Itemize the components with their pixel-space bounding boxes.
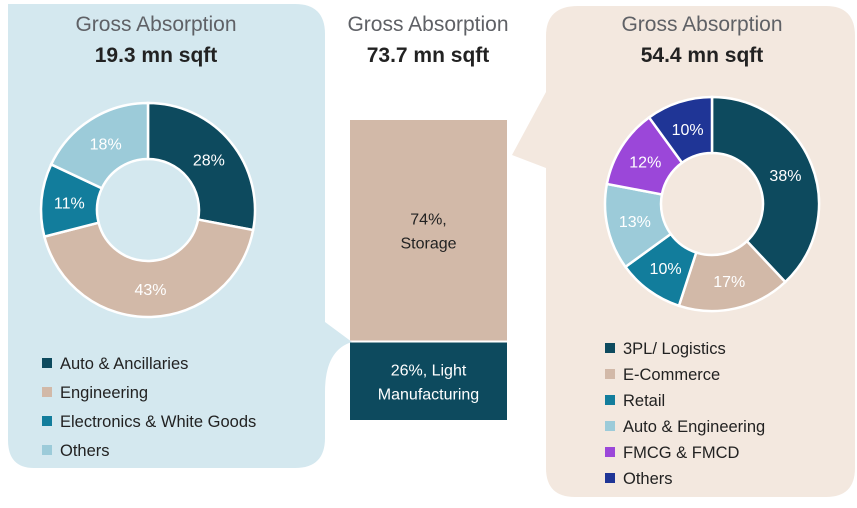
data-label-fmcg-fmcd: 12% (629, 155, 661, 172)
data-label-e-commerce: 17% (713, 274, 745, 291)
legend-swatch-others (605, 473, 615, 483)
left-donut-chart: 28% 43% 11% 18% (39, 101, 257, 319)
center-stacked-bar: 74%, Storage 26%, Light Manufacturing (350, 120, 507, 420)
legend-swatch-fmcg-fmcd (605, 447, 615, 457)
legend-swatch-electronics-white-goods (42, 416, 52, 426)
data-label-3pl-logistics: 38% (769, 168, 801, 185)
data-label-auto-engineering: 13% (619, 214, 651, 231)
bar-label-storage-line-2: Storage (400, 235, 456, 252)
data-label-auto-ancillaries: 28% (193, 153, 225, 170)
legend-label-fmcg-fmcd: FMCG & FMCD (623, 444, 739, 462)
donut-slice-auto-ancillaries (146, 101, 257, 232)
right-title: Gross Absorption (621, 13, 782, 36)
data-label-engineering: 43% (134, 282, 166, 299)
legend-label-others: Others (623, 470, 673, 488)
right-donut-chart: 38% 17% 10% 13% 12% 10% (603, 95, 821, 313)
legend-swatch-engineering (42, 387, 52, 397)
legend-label-others: Others (60, 442, 110, 460)
data-label-retail: 10% (650, 261, 682, 278)
data-label-electronics-white-goods: 11% (54, 196, 85, 213)
legend-swatch-auto-engineering (605, 421, 615, 431)
legend-label-3pl-logistics: 3PL/ Logistics (623, 340, 726, 358)
center-subtitle: 73.7 mn sqft (367, 44, 490, 67)
data-label-others: 18% (90, 136, 122, 153)
legend-label-engineering: Engineering (60, 384, 148, 402)
bar-label-light-manufacturing-line-2: Manufacturing (378, 386, 479, 403)
legend-swatch-retail (605, 395, 615, 405)
legend-label-auto-ancillaries: Auto & Ancillaries (60, 355, 188, 373)
right-header: Gross Absorption 54.4 mn sqft (621, 13, 782, 67)
right-legend: 3PL/ Logistics E-Commerce Retail Auto & Eng… (605, 340, 765, 488)
donut-slice-engineering (42, 218, 255, 319)
left-title: Gross Absorption (75, 13, 236, 36)
right-subtitle: 54.4 mn sqft (641, 44, 764, 67)
center-header: Gross Absorption 73.7 mn sqft (347, 13, 508, 67)
center-title: Gross Absorption (347, 13, 508, 36)
left-legend: Auto & Ancillaries Engineering Electronics… (42, 355, 256, 460)
legend-label-e-commerce: E-Commerce (623, 366, 720, 384)
legend-swatch-auto-ancillaries (42, 358, 52, 368)
donut-slice-3pl-logistics (710, 95, 821, 284)
legend-label-electronics-white-goods: Electronics & White Goods (60, 413, 256, 431)
donut-slice-others (647, 95, 714, 165)
legend-label-auto-engineering: Auto & Engineering (623, 418, 765, 436)
left-subtitle: 19.3 mn sqft (95, 44, 218, 67)
bar-segment-light-manufacturing (350, 342, 507, 420)
left-header: Gross Absorption 19.3 mn sqft (75, 13, 236, 67)
legend-label-retail: Retail (623, 392, 665, 410)
bar-segment-storage (350, 120, 507, 341)
data-label-others: 10% (672, 122, 704, 139)
donut-slice-others (49, 101, 150, 190)
legend-swatch-e-commerce (605, 369, 615, 379)
bar-label-light-manufacturing-line-1: 26%, Light (391, 362, 467, 379)
legend-swatch-others (42, 445, 52, 455)
bar-label-storage-line-1: 74%, (410, 211, 446, 228)
legend-swatch-3pl-logistics (605, 343, 615, 353)
